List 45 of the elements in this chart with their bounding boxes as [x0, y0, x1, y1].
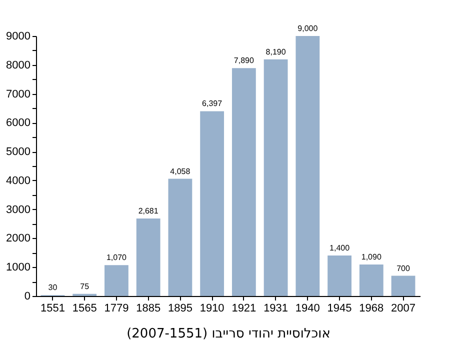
data-label: 75 — [80, 282, 90, 291]
data-label: 7,890 — [234, 56, 254, 66]
bar — [296, 36, 320, 296]
x-tick-label: 1940 — [295, 302, 320, 314]
data-label: 1,090 — [361, 252, 382, 262]
bar — [328, 256, 352, 296]
x-tick-label: 1921 — [232, 302, 256, 314]
y-tick-label: 6000 — [6, 117, 30, 130]
bar — [264, 59, 288, 296]
bar — [136, 218, 160, 296]
y-tick-label: 5000 — [6, 146, 30, 158]
y-tick-label: 9000 — [6, 30, 30, 42]
y-tick-label: 1000 — [6, 262, 30, 274]
bar — [168, 178, 192, 296]
y-tick-label: 2000 — [6, 232, 30, 245]
data-label: 1,400 — [330, 244, 350, 253]
data-label: 4,058 — [170, 166, 191, 176]
bar — [104, 265, 128, 296]
y-tick-label: 8000 — [6, 59, 30, 72]
x-tick-label: 1565 — [72, 302, 97, 314]
data-label: 8,190 — [266, 47, 286, 56]
x-tick-label: 1551 — [40, 302, 65, 314]
bar — [391, 276, 416, 296]
x-tick-label: 1779 — [104, 302, 129, 314]
x-tick-label: 2007 — [391, 302, 416, 314]
x-axis-title: אוכלוסיית יהודי סרייבו (2007-1551) — [126, 326, 330, 342]
bar — [359, 264, 384, 296]
y-tick-label: 7000 — [6, 88, 30, 100]
bar — [232, 68, 256, 296]
data-label: 6,397 — [202, 99, 223, 108]
y-tick-label: 3000 — [6, 204, 30, 216]
data-label: 9,000 — [298, 24, 318, 33]
x-tick-label: 1895 — [168, 302, 192, 314]
x-tick-label: 1910 — [200, 302, 224, 314]
data-label: 700 — [396, 264, 410, 273]
x-tick-label: 1945 — [327, 302, 352, 314]
data-label: 2,681 — [138, 206, 159, 216]
x-tick-label: 1968 — [359, 302, 384, 314]
bar — [200, 111, 224, 296]
y-tick-label: 0 — [24, 290, 30, 302]
data-label: 30 — [48, 283, 58, 292]
x-tick-label: 1931 — [264, 302, 288, 314]
data-label: 1,070 — [106, 253, 128, 262]
x-tick-label: 1885 — [136, 302, 161, 314]
y-tick-label: 4000 — [6, 174, 30, 187]
